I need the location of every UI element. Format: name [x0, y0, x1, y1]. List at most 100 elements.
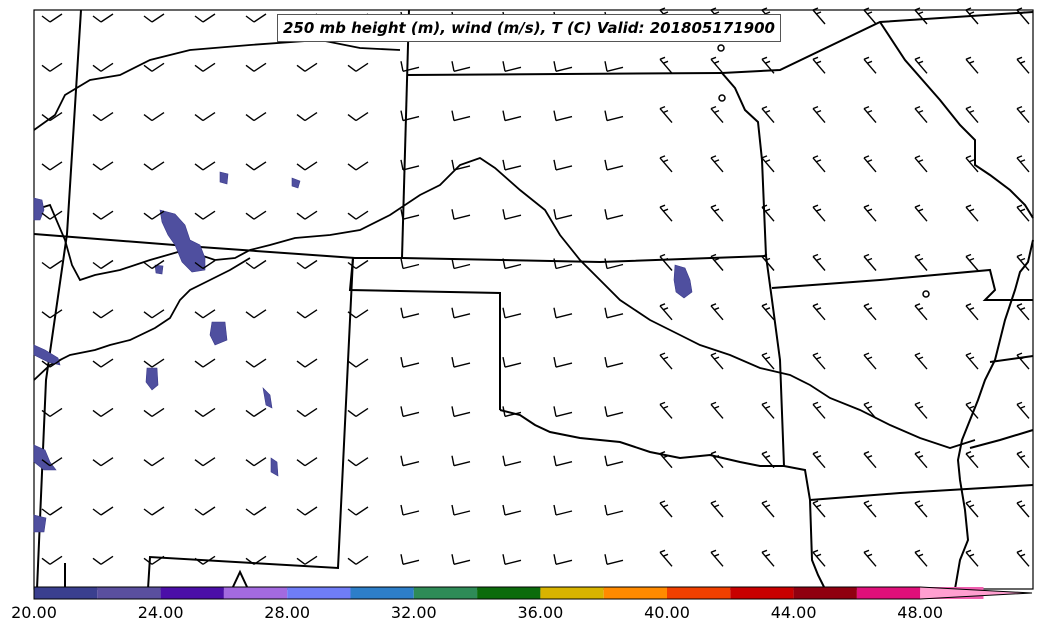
wind-barb-stroke: [453, 66, 471, 72]
wind-barb-stroke: [863, 453, 877, 469]
wind-barb-stroke: [866, 257, 873, 262]
wind-barb-stroke: [49, 13, 63, 23]
wind-barb-stroke: [812, 108, 826, 124]
wind-barb-stroke: [659, 105, 666, 110]
wind-barb-stroke: [764, 307, 771, 311]
wind-barb-stroke: [1019, 11, 1026, 15]
wind-barb-stroke: [400, 110, 404, 121]
wind-barb-stroke: [92, 508, 102, 516]
wind-barb-stroke: [659, 551, 673, 567]
wind-barb-stroke: [815, 356, 822, 360]
wind-barb-stroke: [245, 459, 255, 467]
wind-barb-stroke: [253, 161, 267, 171]
wind-barb-stroke: [863, 305, 877, 321]
wind-barb-stroke: [1016, 204, 1023, 208]
wind-barb-stroke: [143, 64, 153, 72]
wind-barb-stroke: [761, 155, 768, 159]
wind-barb-stroke: [347, 212, 357, 220]
wind-barb-stroke: [504, 362, 522, 368]
wind-barb-stroke: [451, 554, 455, 565]
colorbar-segment: [160, 587, 224, 599]
wind-barb-stroke: [965, 551, 979, 567]
wind-barb-stroke: [659, 7, 666, 11]
wind-barb-stroke: [355, 506, 369, 516]
wind-barb-stroke: [761, 253, 768, 258]
wind-barb-stroke: [553, 504, 557, 516]
wind-barb-stroke: [1016, 253, 1023, 258]
wind-barb-stroke: [402, 362, 420, 368]
wind-barb-stroke: [502, 258, 506, 269]
wind-barb-stroke: [812, 157, 826, 173]
colorbar-segment: [97, 587, 161, 599]
wind-barb-stroke: [1019, 208, 1026, 212]
wind-barb-stroke: [41, 163, 51, 171]
wind-barb-stroke: [304, 555, 318, 565]
wind-barb-stroke: [400, 258, 404, 269]
wind-barb-stroke: [812, 105, 819, 110]
wind-barb-stroke: [815, 60, 822, 64]
wind-barb-stroke: [710, 551, 724, 567]
wind-barb-stroke: [253, 358, 267, 368]
wind-barb-stroke: [253, 457, 267, 467]
wind-barb-stroke: [100, 407, 114, 417]
wind-barb-stroke: [202, 506, 216, 516]
wind-barb-stroke: [1016, 206, 1030, 222]
wind-barb-stroke: [296, 163, 306, 171]
wind-barb-stroke: [451, 455, 455, 466]
wind-barb-stroke: [761, 157, 775, 173]
wind-barb-stroke: [553, 209, 557, 220]
colorbar-segment: [540, 587, 604, 599]
wind-barb-stroke: [968, 11, 975, 15]
wind-barb-stroke: [502, 159, 506, 171]
temperature-features: [33, 171, 693, 533]
wind-barb-stroke: [502, 307, 506, 318]
wind-barb-stroke: [764, 159, 771, 163]
wind-barb-stroke: [253, 112, 267, 122]
wind-barb-stroke: [914, 500, 921, 504]
wind-barb-stroke: [761, 305, 775, 321]
wind-barb-stroke: [555, 411, 573, 418]
wind-barb-stroke: [914, 56, 921, 60]
wind-barb-stroke: [965, 155, 972, 159]
wind-barb-stroke: [866, 356, 873, 360]
wind-barb-stroke: [202, 309, 216, 319]
wind-barb-stroke: [965, 502, 979, 518]
wind-barb-stroke: [143, 557, 153, 565]
wind-barb-stroke: [400, 209, 404, 220]
wind-barb-stroke: [555, 313, 573, 319]
wind-barb-stroke: [453, 411, 471, 418]
wind-barb-stroke: [815, 307, 822, 311]
wind-barb-stroke: [968, 159, 975, 163]
wind-barb-stroke: [92, 311, 102, 319]
wind-barb-stroke: [863, 303, 870, 307]
wind-barb-stroke: [659, 352, 666, 356]
wind-barb-stroke: [451, 406, 455, 417]
wind-barb-stroke: [914, 58, 928, 74]
rivers: [33, 39, 976, 449]
wind-barb-stroke: [296, 311, 306, 319]
wind-barb-stroke: [1016, 500, 1023, 504]
wind-barb-stroke: [764, 109, 771, 114]
wind-barb-stroke: [710, 256, 724, 271]
wind-barb-stroke: [659, 155, 666, 159]
wind-barb-stroke: [968, 109, 975, 114]
wind-barb-stroke: [92, 163, 102, 171]
wind-barb-stroke: [1016, 453, 1030, 469]
wind-barb-stroke: [253, 259, 267, 270]
wind-barb-stroke: [41, 409, 51, 417]
wind-barb-stroke: [815, 553, 822, 557]
wind-barb-stroke: [555, 461, 573, 467]
wind-barb-stroke: [202, 161, 216, 171]
wind-barb-stroke: [812, 401, 819, 406]
wind-barb-stroke: [659, 453, 673, 469]
wind-barb-stroke: [713, 159, 720, 163]
wind-barb-stroke: [553, 406, 557, 417]
wind-barb-stroke: [194, 261, 204, 270]
wind-barb-stroke: [194, 409, 204, 417]
colorbar-segment: [603, 587, 667, 599]
wind-barb-stroke: [453, 461, 471, 467]
wind-barb-stroke: [761, 352, 768, 356]
wind-barb-stroke: [304, 62, 318, 72]
wind-barb-stroke: [151, 62, 165, 72]
wind-barb-stroke: [347, 409, 357, 417]
